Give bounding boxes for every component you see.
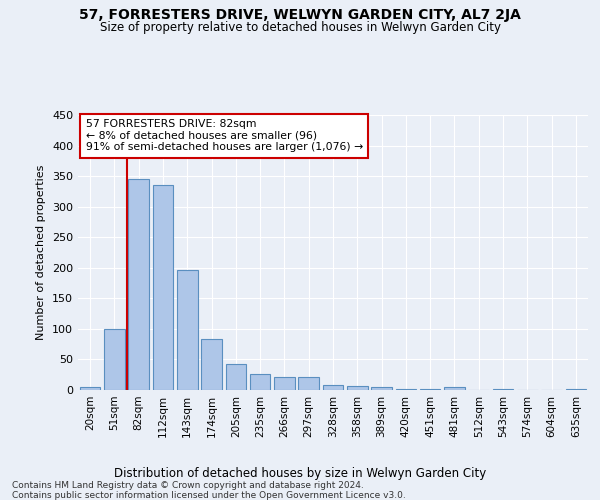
Bar [80, 387, 100, 390]
Bar [444, 387, 465, 390]
Bar [104, 329, 125, 390]
Bar [493, 389, 514, 390]
Bar [128, 179, 149, 390]
Bar [177, 270, 197, 390]
Text: Size of property relative to detached houses in Welwyn Garden City: Size of property relative to detached ho… [100, 21, 500, 34]
Bar [226, 364, 246, 390]
Bar [347, 386, 368, 390]
Bar [201, 338, 222, 390]
Bar [420, 389, 440, 390]
Bar [152, 184, 173, 390]
Bar [566, 389, 586, 390]
Bar [395, 389, 416, 390]
Text: Distribution of detached houses by size in Welwyn Garden City: Distribution of detached houses by size … [114, 468, 486, 480]
Text: 57, FORRESTERS DRIVE, WELWYN GARDEN CITY, AL7 2JA: 57, FORRESTERS DRIVE, WELWYN GARDEN CITY… [79, 8, 521, 22]
Text: Contains HM Land Registry data © Crown copyright and database right 2024.: Contains HM Land Registry data © Crown c… [12, 481, 364, 490]
Text: 57 FORRESTERS DRIVE: 82sqm
← 8% of detached houses are smaller (96)
91% of semi-: 57 FORRESTERS DRIVE: 82sqm ← 8% of detac… [86, 119, 363, 152]
Y-axis label: Number of detached properties: Number of detached properties [37, 165, 46, 340]
Bar [274, 376, 295, 390]
Bar [298, 376, 319, 390]
Text: Contains public sector information licensed under the Open Government Licence v3: Contains public sector information licen… [12, 491, 406, 500]
Bar [250, 374, 271, 390]
Bar [323, 384, 343, 390]
Bar [371, 387, 392, 390]
